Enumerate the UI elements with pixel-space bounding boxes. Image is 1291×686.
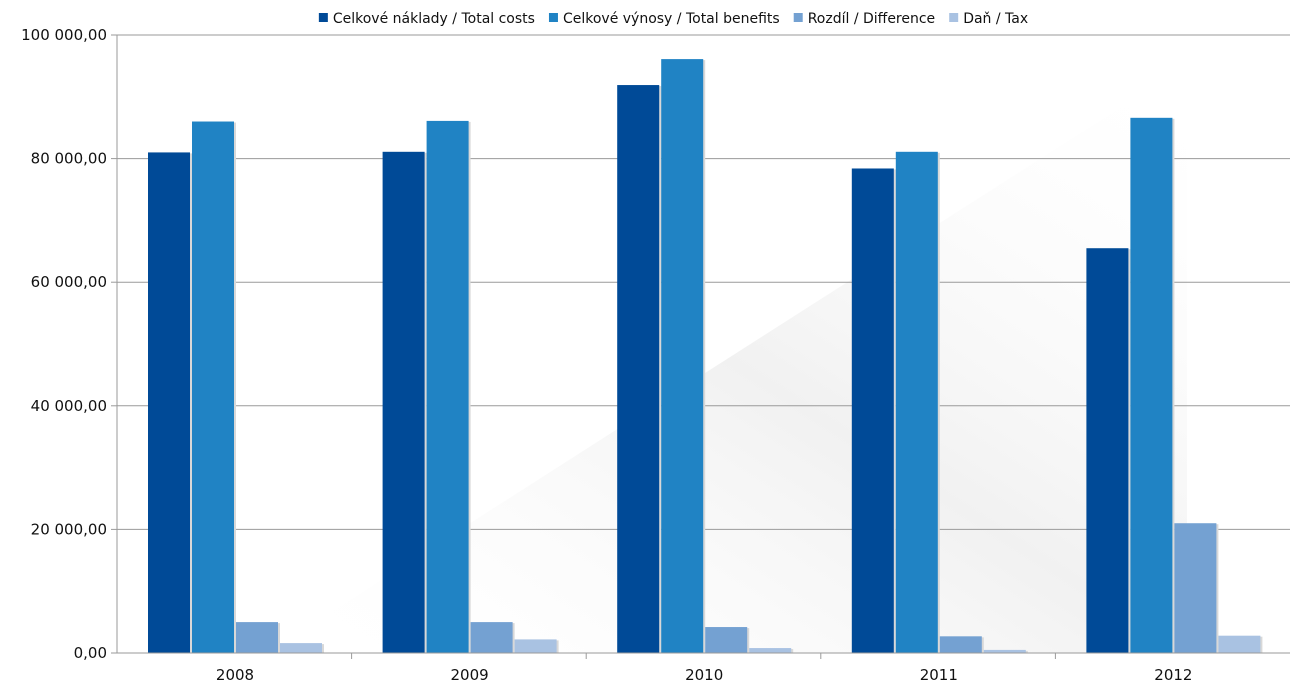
plot-background: [267, 65, 1187, 653]
y-tick-label: 20 000,00: [31, 520, 107, 538]
y-tick-label: 100 000,00: [21, 26, 107, 44]
bar-2011-series-2: [895, 151, 938, 653]
bar-2012-series-3: [1174, 523, 1217, 653]
legend-swatch: [793, 13, 803, 22]
legend: Celkové náklady / Total costs Celkové výn…: [318, 11, 1028, 27]
legend-label: Celkové náklady / Total costs: [333, 11, 535, 27]
bars: [148, 59, 1263, 654]
background-shade: [267, 65, 1187, 653]
y-tick-label: 40 000,00: [31, 397, 107, 415]
legend-label: Celkové výnosy / Total benefits: [563, 11, 780, 27]
bar-2008-series-4: [280, 643, 322, 653]
x-tick-label: 2010: [685, 666, 723, 684]
y-tick-label: 60 000,00: [31, 273, 107, 291]
y-tick-label: 0,00: [74, 644, 107, 662]
bar-2008-series-2: [192, 121, 234, 653]
legend-item: Daň / Tax: [949, 11, 1028, 27]
bar-2009-series-2: [426, 120, 469, 654]
x-tick-label: 2012: [1154, 666, 1192, 684]
bar-2010-series-1: [617, 85, 660, 654]
bar-2010-series-2: [661, 59, 704, 654]
bar-2010-series-4: [749, 648, 792, 653]
legend-item: Celkové náklady / Total costs: [318, 11, 535, 27]
axes: 0,00 20 000,00 40 000,00 60 000,00 80 000,00…: [21, 26, 1290, 684]
legend-swatch: [318, 13, 328, 22]
bar-2012-series-2: [1130, 117, 1173, 653]
bar-2009-series-1: [382, 151, 425, 653]
bar-2012-series-4: [1218, 635, 1261, 653]
y-tick-label: 80 000,00: [31, 150, 107, 168]
x-tick-label: 2009: [451, 666, 489, 684]
legend-swatch: [949, 13, 959, 22]
legend-swatch: [548, 13, 558, 22]
bar-2009-series-4: [514, 639, 557, 653]
bar-2011-series-4: [983, 649, 1026, 653]
bar-2008-series-1: [148, 152, 190, 654]
legend-label: Daň / Tax: [963, 11, 1028, 27]
legend-label: Rozdíl / Difference: [808, 11, 935, 27]
bar-2009-series-3: [470, 622, 513, 653]
x-tick-label: 2011: [920, 666, 958, 684]
legend-item: Rozdíl / Difference: [793, 11, 935, 27]
legend-item: Celkové výnosy / Total benefits: [548, 11, 780, 27]
bar-2011-series-1: [851, 168, 894, 653]
x-tick-label: 2008: [216, 666, 254, 684]
bar-2011-series-3: [939, 636, 982, 653]
bar-2012-series-1: [1086, 248, 1129, 653]
bar-2008-series-3: [236, 622, 278, 653]
bar-2010-series-3: [705, 627, 748, 653]
